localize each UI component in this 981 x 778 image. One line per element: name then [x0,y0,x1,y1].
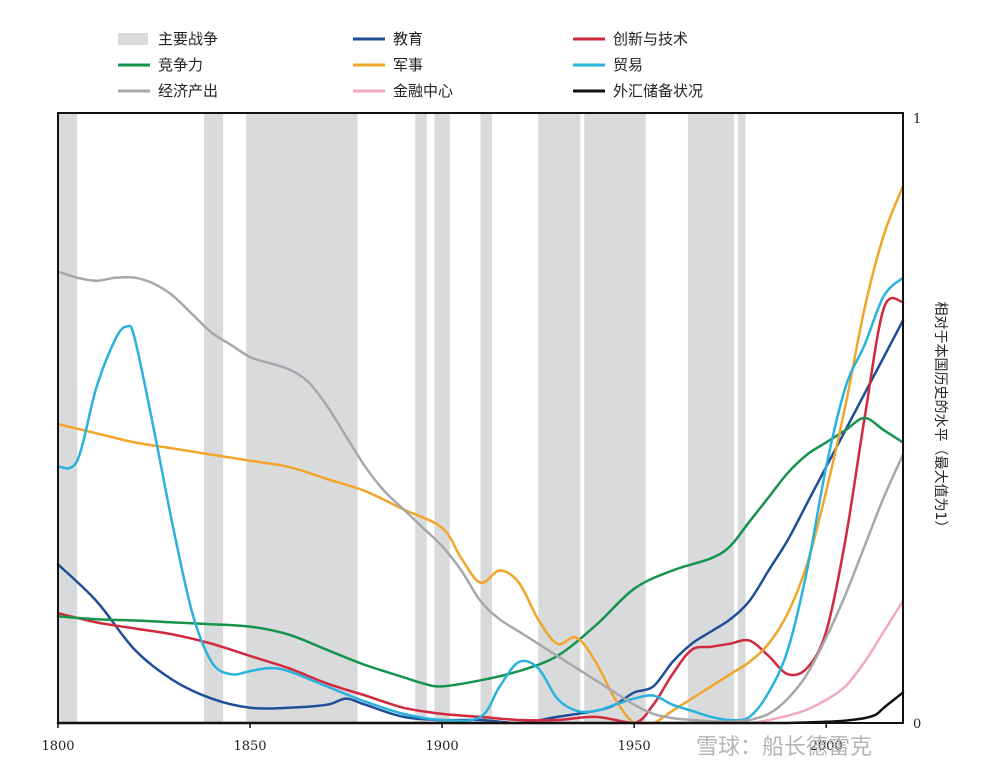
y-axis: 01 [913,112,921,732]
war-band-7 [538,113,581,723]
y-tick-label: 1 [913,112,921,127]
war-band-10 [737,113,746,723]
watermark: 雪球：船长德雷克 [696,735,872,760]
war-band-6 [480,113,493,723]
x-tick-label: 1800 [41,739,74,754]
legend-label: 经济产出 [158,82,218,100]
y-axis-label: 相对于本国历史的水平（最大值为1） [932,302,948,535]
legend-label: 竞争力 [158,56,203,74]
plot-frame [57,112,904,724]
y-tick-label: 0 [913,717,921,732]
series-line-6 [56,270,905,724]
x-tick-label: 2000 [810,739,843,754]
x-tick-label: 1950 [618,739,651,754]
legend-label: 创新与技术 [613,30,688,48]
x-axis: 1800 1850 1900 1950 2000 [41,723,843,754]
legend-label: 军事 [393,56,423,74]
x-tick-label: 1850 [233,739,266,754]
war-band-3 [246,113,358,723]
x-tick-label: 1900 [426,739,459,754]
legend-label: 外汇储备状况 [613,82,703,100]
legend-label: 主要战争 [158,30,218,48]
war-band-2 [203,113,224,723]
war-band-8 [584,113,646,723]
war-band-5 [434,113,450,723]
war-band-4 [415,113,427,723]
legend-swatch-war [118,33,148,45]
legend-label: 教育 [393,30,423,48]
series-line-4 [56,184,905,725]
legend-label: 金融中心 [393,82,453,100]
war-bands [58,113,746,723]
series-line-5 [56,276,905,722]
war-band-1 [58,113,78,723]
legend-label: 贸易 [613,56,643,74]
